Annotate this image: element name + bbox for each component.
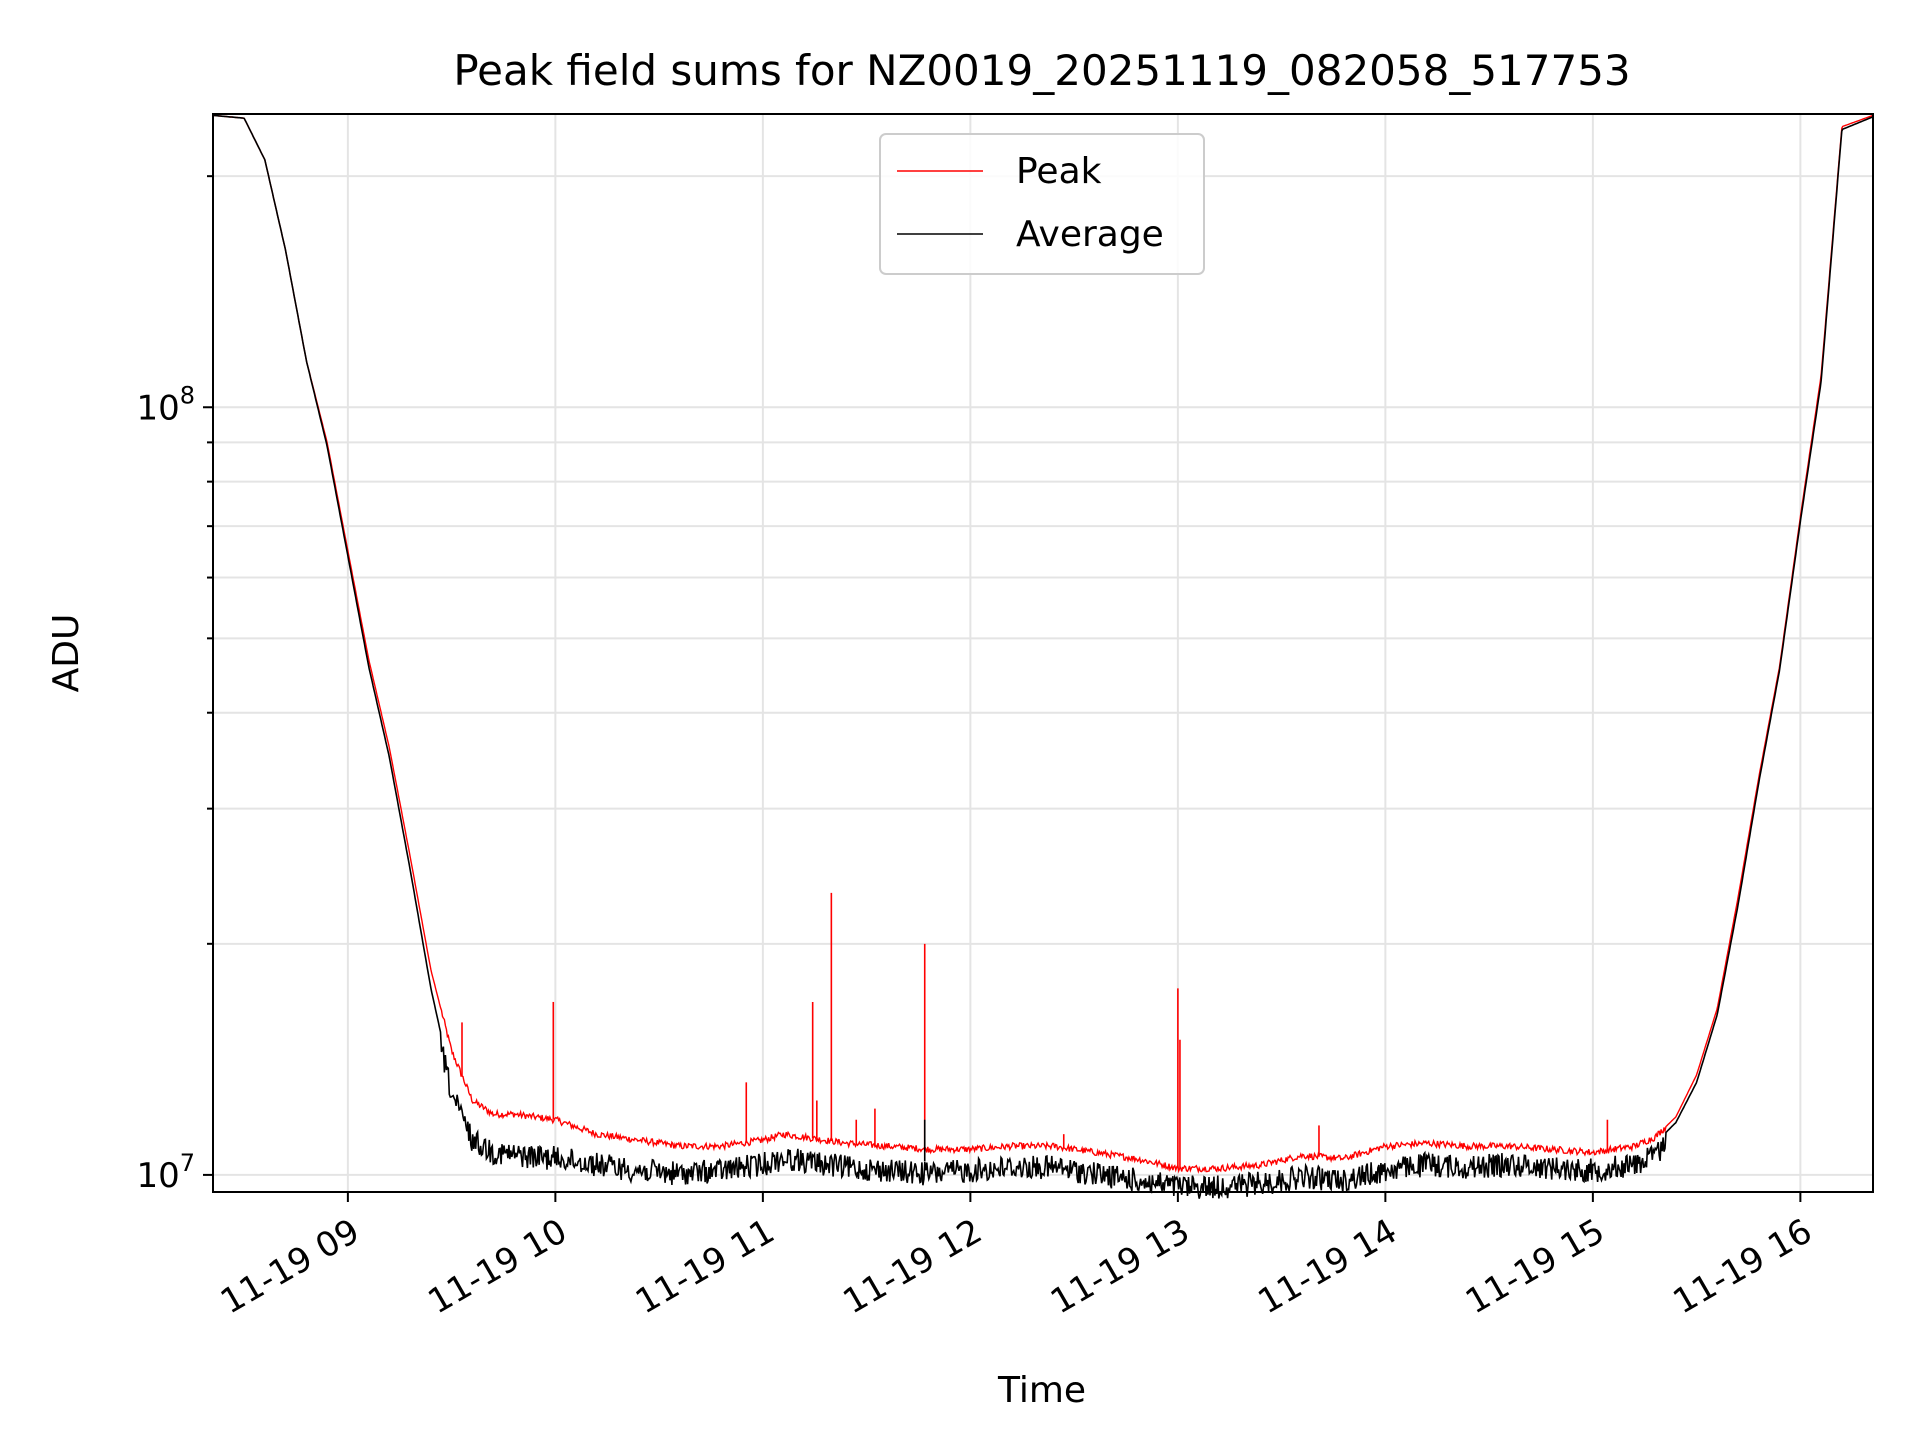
legend-box (879, 133, 1205, 275)
y-axis-label: ADU (46, 614, 87, 693)
x-axis-label: Time (997, 1370, 1086, 1411)
plot-frame (212, 113, 1874, 1193)
y-tick-label-base: 10 (136, 388, 179, 428)
series-layer (212, 114, 1874, 1199)
legend: Peak Average (879, 133, 1205, 275)
y-tick-label: 107 (136, 1149, 195, 1196)
plot-background (213, 114, 1873, 1192)
y-tick-label-base: 10 (136, 1156, 179, 1196)
legend-peak-label: Peak (1016, 151, 1102, 192)
y-tick-label-exponent: 8 (180, 381, 195, 409)
plot-area (212, 113, 1874, 1199)
series-line-peak (212, 114, 1874, 1174)
legend-average-label: Average (1016, 214, 1164, 255)
series-line-average (212, 114, 1874, 1199)
chart-title: Peak field sums for NZ0019_20251119_0820… (453, 46, 1630, 95)
y-tick-label-exponent: 7 (180, 1149, 195, 1177)
y-tick-label: 108 (136, 381, 195, 428)
